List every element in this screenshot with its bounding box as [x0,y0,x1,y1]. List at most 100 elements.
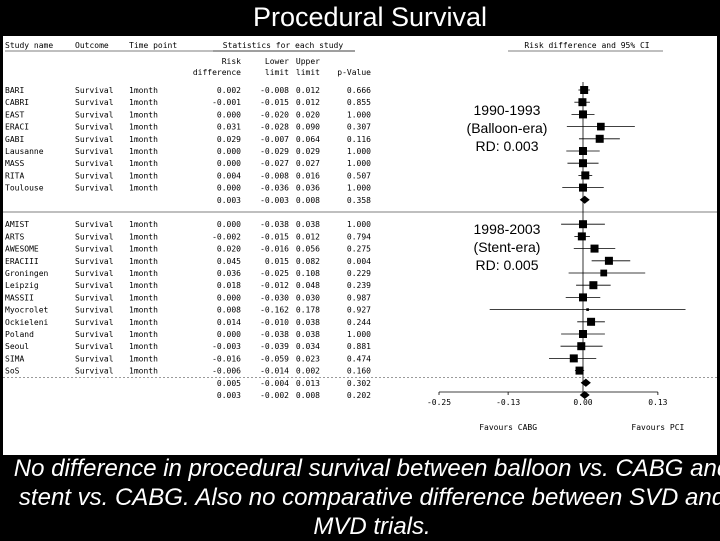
row-0-9-upper: 0.008 [296,196,320,205]
row-1-9-study: Poland [5,330,34,339]
row-1-3-rd: 0.045 [217,257,241,266]
row-0-2-study: EAST [5,110,24,119]
row-0-8-lower: -0.036 [260,184,289,193]
row-1-2-outcome: Survival [75,245,114,254]
row-0-2-rd: 0.000 [217,110,241,119]
row-1-2-study: AWESOME [5,245,39,254]
row-1-2-p: 0.275 [347,245,371,254]
row-0-7-outcome: Survival [75,171,114,180]
x-tick-label-3: 0.13 [648,398,667,407]
row-1-11-rd: -0.016 [212,354,241,363]
row-0-4-outcome: Survival [75,135,114,144]
header-statistics: Statistics for each study [223,41,344,50]
row-0-5-rd: 0.000 [217,147,241,156]
row-1-8-outcome: Survival [75,318,114,327]
row-0-1-outcome: Survival [75,98,114,107]
row-0-0-lower: -0.008 [260,86,289,95]
row-1-9-outcome: Survival [75,330,114,339]
row-1-4-lower: -0.025 [260,269,289,278]
row-1-0-upper: 0.038 [296,220,320,229]
row-1-2-rd: 0.020 [217,245,241,254]
row-0-0-upper: 0.012 [296,86,320,95]
row-1-10-upper: 0.034 [296,342,320,351]
row-1-1-point [577,232,586,241]
row-1-13-upper: 0.013 [296,379,320,388]
row-1-9-lower: -0.038 [260,330,289,339]
row-1-7-lower: -0.162 [260,306,289,315]
row-0-4-lower: -0.007 [260,135,289,144]
row-0-6-outcome: Survival [75,159,114,168]
row-1-10-p: 0.881 [347,342,371,351]
row-1-13-lower: -0.004 [260,379,289,388]
row-1-5-time: 1month [129,281,158,290]
row-0-9-rd: 0.003 [217,196,241,205]
row-1-12-p: 0.160 [347,367,371,376]
row-1-11-outcome: Survival [75,354,114,363]
row-1-3-lower: 0.015 [265,257,289,266]
row-1-6-study: MASSII [5,293,34,302]
row-1-7-rd: 0.008 [217,306,241,315]
row-1-4-rd: 0.036 [217,269,241,278]
row-1-11-upper: 0.023 [296,354,320,363]
row-0-7-study: RITA [5,171,24,180]
row-1-8-study: Ockieleni [5,318,49,327]
row-0-6-upper: 0.027 [296,159,320,168]
row-0-0-point [580,86,589,94]
row-1-12-rd: -0.006 [212,367,241,376]
row-0-4-point [595,134,604,143]
row-0-3-study: ERACI [5,123,29,132]
row-1-3-p: 0.004 [347,257,371,266]
row-1-3-outcome: Survival [75,257,114,266]
row-1-11-study: SIMA [5,354,24,363]
row-1-12-lower: -0.014 [260,367,289,376]
row-0-2-p: 1.000 [347,110,371,119]
row-1-9-upper: 0.038 [296,330,320,339]
annotation-1-line-2: RD: 0.005 [475,257,538,273]
row-1-1-p: 0.794 [347,232,371,241]
row-1-4-point [600,269,608,277]
row-0-7-p: 0.507 [347,171,371,180]
header-rd-line1: Risk [222,57,241,66]
row-0-5-time: 1month [129,147,158,156]
row-1-5-study: Leipzig [5,281,39,290]
row-1-9-time: 1month [129,330,158,339]
row-0-2-time: 1month [129,110,158,119]
row-1-2-lower: -0.016 [260,245,289,254]
forest-plot: Study name Outcome Time point Statistics fo… [3,41,717,432]
header-study-name: Study name [5,41,53,50]
row-1-2-point [590,244,599,253]
row-0-1-study: CABRI [5,98,29,107]
row-0-9-summary-diamond-core [579,195,590,204]
row-0-1-lower: -0.015 [260,98,289,107]
row-1-7-study: Myocrolet [5,306,49,315]
row-0-3-outcome: Survival [75,123,114,132]
row-0-6-lower: -0.027 [260,159,289,168]
row-1-10-time: 1month [129,342,158,351]
row-0-8-study: Toulouse [5,184,44,193]
row-1-8-time: 1month [129,318,158,327]
row-0-1-point [578,98,587,107]
row-1-0-rd: 0.000 [217,220,241,229]
row-0-5-study: Lausanne [5,147,44,156]
row-1-2-time: 1month [129,245,158,254]
row-0-9-p: 0.358 [347,196,371,205]
row-1-8-upper: 0.038 [296,318,320,327]
row-0-4-upper: 0.064 [296,135,320,144]
annotation-0-line-2: RD: 0.003 [475,138,538,154]
row-1-0-p: 1.000 [347,220,371,229]
row-1-3-study: ERACIII [5,257,39,266]
row-1-6-p: 0.987 [347,293,371,302]
row-1-4-outcome: Survival [75,269,114,278]
favours-right: Favours PCI [631,423,684,432]
row-1-1-time: 1month [129,232,158,241]
header-lower-line2: limit [265,68,289,77]
header-upper-line2: limit [296,68,320,77]
header-upper-line1: Upper [296,57,320,66]
row-0-8-outcome: Survival [75,184,114,193]
row-1-9-p: 1.000 [347,330,371,339]
row-0-5-upper: 0.029 [296,147,320,156]
row-0-6-rd: 0.000 [217,159,241,168]
row-1-10-study: Seoul [5,342,29,351]
row-1-10-point [577,342,586,351]
row-0-7-rd: 0.004 [217,171,241,180]
